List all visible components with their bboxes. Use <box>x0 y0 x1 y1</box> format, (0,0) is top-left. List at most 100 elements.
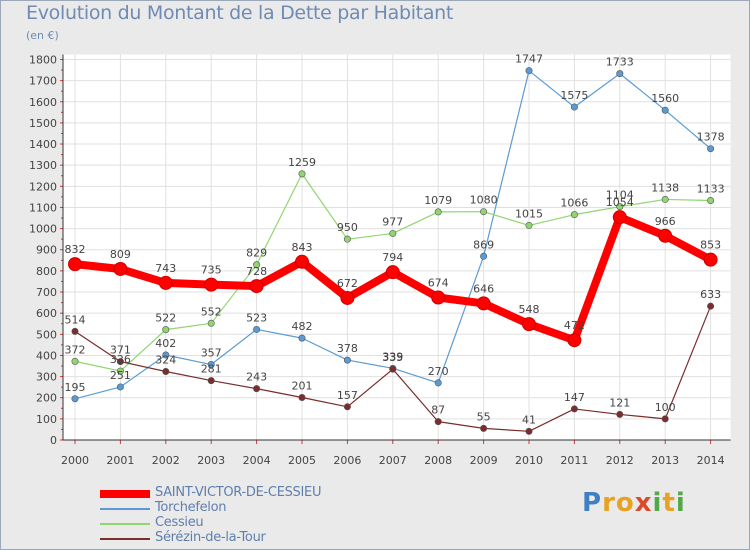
data-point <box>162 351 170 359</box>
data-point <box>249 279 264 294</box>
data-label: 147 <box>564 391 585 404</box>
y-tick-label: 700 <box>36 286 57 299</box>
data-point <box>116 358 124 366</box>
data-point <box>616 410 624 418</box>
series-layer <box>68 67 718 435</box>
y-tick-label: 800 <box>36 265 57 278</box>
data-label: 121 <box>609 396 630 409</box>
proxiti-logo: Proxiti <box>582 488 686 518</box>
data-label: 1066 <box>560 197 588 210</box>
data-point <box>661 106 669 114</box>
data-point <box>116 367 124 375</box>
data-label: 326 <box>110 353 131 366</box>
data-point <box>253 385 261 393</box>
x-tick-label: 2010 <box>515 454 543 467</box>
x-tick-label: 2011 <box>560 454 588 467</box>
data-label: 548 <box>519 303 540 316</box>
data-label: 522 <box>155 312 176 325</box>
legend-label: Torchefelon <box>155 500 227 515</box>
data-label: 1054 <box>606 196 634 209</box>
data-label: 339 <box>382 350 403 363</box>
data-point <box>616 203 624 211</box>
data-point <box>707 196 715 204</box>
data-point <box>570 405 578 413</box>
y-tick-label: 400 <box>36 349 57 362</box>
data-point <box>476 296 491 311</box>
data-point <box>661 195 669 203</box>
data-point <box>480 252 488 260</box>
x-tick-label: 2003 <box>197 454 225 467</box>
data-label: 378 <box>337 342 358 355</box>
data-label: 523 <box>246 311 267 324</box>
y-tick-label: 1400 <box>29 138 57 151</box>
data-label: 87 <box>431 404 445 417</box>
data-label: 869 <box>473 238 494 251</box>
x-tick-label: 2000 <box>61 454 89 467</box>
data-label: 1575 <box>560 89 588 102</box>
data-label: 55 <box>477 410 491 423</box>
data-point <box>480 208 488 216</box>
y-tick-label: 500 <box>36 328 57 341</box>
data-point <box>616 70 624 78</box>
data-label: 1378 <box>697 131 725 144</box>
data-label: 270 <box>428 365 449 378</box>
data-label: 843 <box>292 241 313 254</box>
data-point <box>525 427 533 435</box>
data-point <box>525 221 533 229</box>
legend-label: Cessieu <box>155 515 204 530</box>
data-point <box>71 327 79 335</box>
data-label: 1080 <box>470 194 498 207</box>
data-label: 977 <box>382 215 403 228</box>
data-point <box>162 326 170 334</box>
data-labels: 195 251 402 357 523 482 378 339 270 869 1747 1575 17… <box>65 53 725 427</box>
legend-swatch <box>100 508 150 510</box>
data-label: 514 <box>65 313 86 326</box>
data-label: 646 <box>473 282 494 295</box>
data-label: 1259 <box>288 156 316 169</box>
data-point <box>522 317 536 332</box>
data-label: 402 <box>155 337 176 350</box>
data-point <box>707 302 715 310</box>
data-label: 357 <box>201 347 222 360</box>
x-tick-label: 2002 <box>152 454 180 467</box>
data-point <box>113 261 128 276</box>
legend-swatch <box>100 490 150 498</box>
data-label: 1015 <box>515 207 543 220</box>
data-label: 482 <box>292 320 313 333</box>
y-tick-label: 1300 <box>29 159 57 172</box>
chart-title: Evolution du Montant de la Dette par Hab… <box>26 2 454 24</box>
y-tick-label: 600 <box>36 307 57 320</box>
legend-label: SAINT-VICTOR-DE-CESSIEU <box>155 485 322 500</box>
data-point <box>343 356 351 364</box>
data-label: 966 <box>655 215 676 228</box>
data-point <box>612 210 627 225</box>
y-tick-label: 1700 <box>29 75 57 88</box>
data-point <box>343 235 351 243</box>
data-label: 552 <box>201 305 222 318</box>
data-label: 335 <box>382 351 403 364</box>
y-tick-label: 1800 <box>29 53 57 66</box>
data-point <box>162 368 170 376</box>
y-tick-label: 900 <box>36 244 57 257</box>
x-tick-label: 2008 <box>424 454 452 467</box>
data-point <box>298 394 306 402</box>
x-tick-label: 2014 <box>697 454 725 467</box>
data-point <box>570 103 578 111</box>
data-point <box>567 333 582 348</box>
data-point <box>158 275 173 290</box>
x-tick-label: 2004 <box>243 454 271 467</box>
data-label: 1733 <box>606 56 634 69</box>
x-tick-label: 2007 <box>379 454 407 467</box>
data-label: 1138 <box>651 181 679 194</box>
y-tick-label: 1500 <box>29 117 57 130</box>
legend-swatch <box>100 523 150 525</box>
data-label: 735 <box>201 264 222 277</box>
data-point <box>253 261 261 269</box>
data-point <box>116 383 124 391</box>
data-label: 251 <box>110 369 131 382</box>
data-label: 1560 <box>651 92 679 105</box>
data-point <box>431 290 446 305</box>
data-point <box>340 290 355 305</box>
data-point <box>207 361 215 369</box>
